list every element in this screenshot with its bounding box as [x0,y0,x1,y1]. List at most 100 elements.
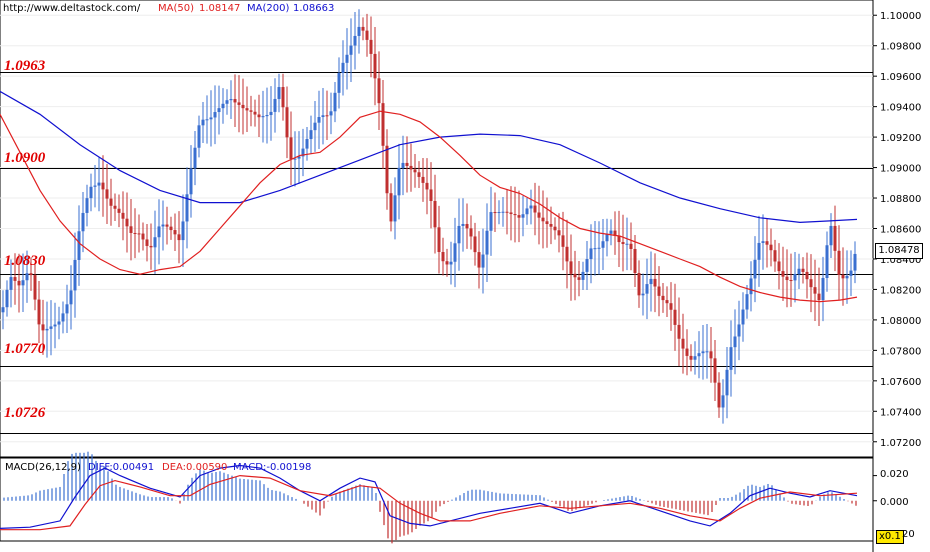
candle-down [421,176,425,183]
candle-up [265,115,269,117]
candle-down [441,252,445,262]
candle-up [85,198,89,213]
current-price-tag: 1.08478 [875,243,923,259]
candle-down [537,212,541,218]
candle-up [217,108,221,113]
candle-down [389,193,393,222]
price-tick-label: 1.08800 [880,194,921,205]
candle-down [813,287,817,294]
level-label-5: 1.0726 [4,405,46,421]
price-tick-label: 1.09000 [880,164,921,175]
price-tick-label: 1.07600 [880,377,921,388]
ma200-label: MA(200) [247,3,290,14]
candle-down [509,212,513,215]
candle-up [401,162,405,168]
candle-up [853,253,857,271]
candle-down [429,189,433,201]
candle-down [121,212,125,219]
price-tick-label: 1.09600 [880,72,921,83]
candle-down [553,226,557,231]
candle-up [329,111,333,116]
candle-down [533,205,537,213]
candle-down [145,239,149,246]
candle-up [757,242,761,260]
candle-up [193,147,197,169]
candle-up [205,119,209,121]
candle-down [13,277,17,281]
candle-up [61,313,65,322]
candle-up [345,54,349,63]
candle-down [281,87,285,108]
candle-up [9,277,13,290]
candle-up [317,117,321,123]
candle-up [525,208,529,215]
macd-diff-line [0,464,858,529]
candle-down [409,165,413,170]
level-label-3: 1.0830 [4,253,46,269]
candle-up [277,87,281,99]
candle-up [157,226,161,238]
candle-down [365,30,369,40]
candle-up [153,237,157,248]
candle-up [489,212,493,231]
candle-up [93,185,97,187]
candle-down [173,230,177,235]
candle-down [17,280,21,286]
candle-up [485,230,489,255]
candle-up [705,351,709,353]
candle-up [321,115,325,118]
candle-up [597,247,601,249]
macd-tick-1: 0.000 [880,497,909,508]
candle-up [189,168,193,195]
candle-up [609,230,613,234]
candle-up [161,224,165,227]
candle-up [273,98,277,112]
candle-down [141,233,145,240]
macd-scale-badge[interactable]: x0.1 [876,530,904,544]
candle-up [725,369,729,396]
candle-up [57,321,61,325]
candle-up [5,289,9,308]
candle-up [333,92,337,112]
candle-down [465,223,469,229]
candle-down [385,145,389,194]
candle-up [65,304,69,314]
ma200-value: 1.08663 [293,3,335,14]
candle-down [113,205,117,209]
candle-down [805,271,809,280]
candle-up [457,225,461,244]
candle-up [393,195,397,222]
candle-up [221,103,225,109]
candle-down [169,226,173,231]
candle-up [645,284,649,294]
candle-down [665,300,669,304]
candle-down [833,225,837,251]
candle-down [781,271,785,277]
candle-down [37,299,41,325]
candle-up [213,112,217,118]
candle-down [801,268,805,272]
candle-up [701,351,705,354]
candle-down [125,218,129,227]
candle-down [549,224,553,227]
candle-down [569,261,573,274]
candle-down [137,233,141,235]
candle-down [685,348,689,356]
candle-down [573,273,577,278]
price-tick-label: 1.07400 [880,407,921,418]
candle-up [181,221,185,241]
candle-up [301,148,305,157]
candle-down [417,172,421,177]
candle-up [845,275,849,279]
candle-down [41,324,45,331]
price-tick-label: 1.09200 [880,133,921,144]
candle-down [565,246,569,262]
candle-down [133,232,137,234]
source-url[interactable]: http://www.deltastock.com/ [3,3,141,14]
candle-down [177,234,181,241]
candle-down [445,261,449,265]
candle-down [657,286,661,296]
candle-down [129,226,133,233]
candle-down [377,78,381,104]
candle-down [709,351,713,359]
